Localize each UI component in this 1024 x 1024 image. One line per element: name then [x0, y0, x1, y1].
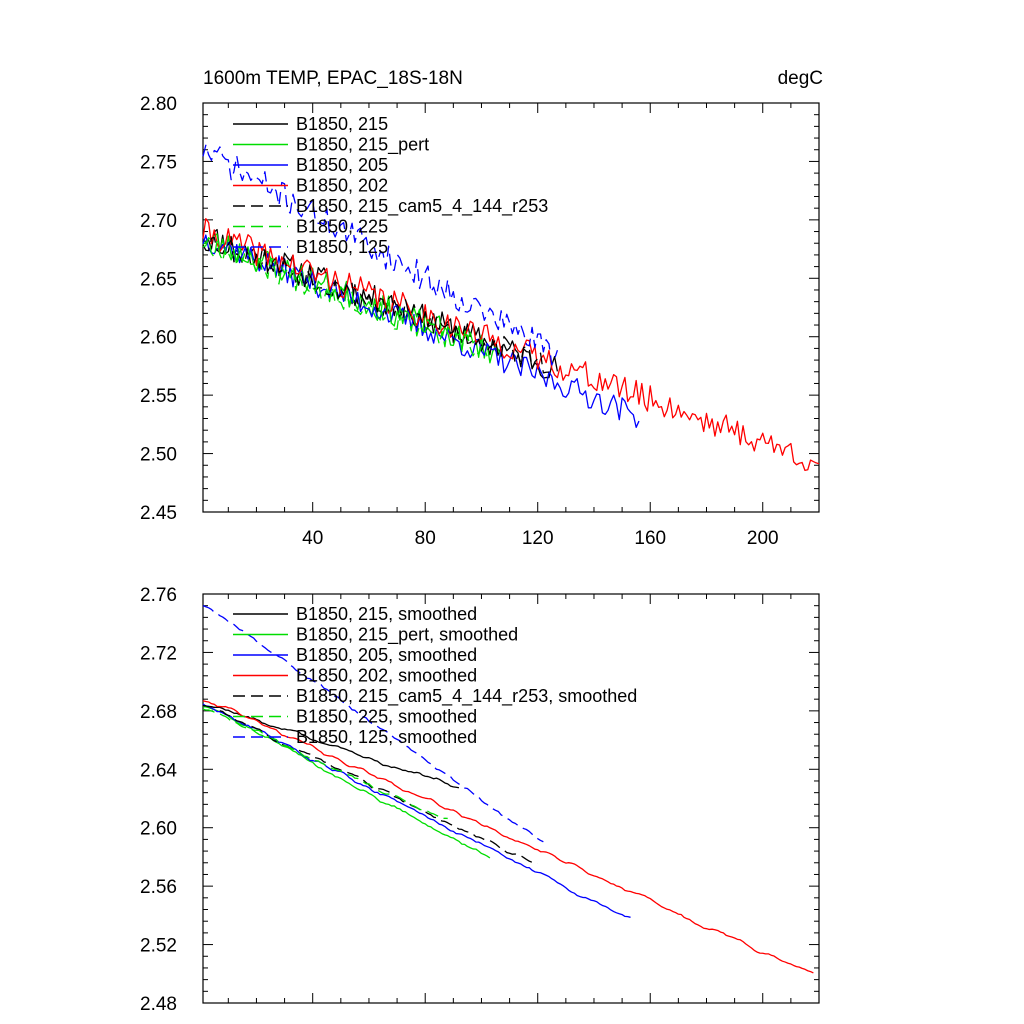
- legend-label: B1850, 215_cam5_4_144_r253: [296, 196, 548, 217]
- legend-label: B1850, 202, smoothed: [296, 666, 477, 686]
- x-tick-label: 80: [415, 528, 436, 549]
- legend-label: B1850, 202: [296, 176, 388, 196]
- top-panel: 1600m TEMP, EPAC_18S-18N degC 40 80 120 160…: [140, 68, 823, 549]
- y-tick-label: 2.60: [140, 819, 177, 840]
- top-chart-units: degC: [778, 68, 823, 89]
- bottom-y-axis: 2.48 2.52 2.56 2.60 2.64 2.68 2.72 2.76: [140, 585, 819, 1015]
- bottom-x-axis: [227, 594, 820, 1003]
- y-tick-label: 2.80: [140, 94, 177, 115]
- y-tick-label: 2.55: [140, 386, 177, 407]
- x-tick-label: 40: [302, 528, 323, 549]
- bottom-panel: 2.48 2.52 2.56 2.60 2.64 2.68 2.72 2.76 B1850, …: [140, 585, 820, 1015]
- y-tick-label: 2.72: [140, 643, 177, 664]
- series-line: [202, 708, 448, 820]
- legend-label: B1850, 225: [296, 217, 388, 237]
- legend-label: B1850, 215_pert: [296, 135, 429, 156]
- legend-label: B1850, 225, smoothed: [296, 707, 477, 727]
- x-tick-label: 160: [634, 528, 666, 549]
- legend-label: B1850, 205, smoothed: [296, 645, 477, 665]
- series-line: [202, 237, 488, 357]
- series-line: [202, 700, 814, 974]
- legend-label: B1850, 125: [296, 237, 388, 257]
- y-tick-label: 2.68: [140, 702, 177, 723]
- y-tick-label: 2.48: [140, 994, 177, 1015]
- y-tick-label: 2.52: [140, 936, 177, 957]
- legend-label: B1850, 205: [296, 155, 388, 175]
- series-line: [202, 144, 559, 366]
- y-tick-label: 2.76: [140, 585, 177, 606]
- legend-label: B1850, 125, smoothed: [296, 727, 477, 747]
- series-line: [202, 605, 544, 843]
- x-tick-label: 120: [522, 528, 554, 549]
- y-tick-label: 2.65: [140, 269, 177, 290]
- legend-label: B1850, 215_pert, smoothed: [296, 625, 518, 646]
- y-tick-label: 2.75: [140, 152, 177, 173]
- y-tick-label: 2.50: [140, 445, 177, 466]
- series-line: [202, 706, 491, 859]
- legend-label: B1850, 215: [296, 114, 388, 134]
- x-tick-label: 200: [747, 528, 779, 549]
- top-plot-frame: [202, 102, 820, 513]
- y-tick-label: 2.45: [140, 503, 177, 524]
- top-y-axis: 2.45 2.50 2.55 2.60 2.65 2.70 2.75 2.80: [140, 94, 819, 524]
- series-line: [202, 218, 820, 471]
- bottom-series-group: [202, 605, 814, 974]
- y-tick-label: 2.70: [140, 211, 177, 232]
- series-line: [202, 233, 502, 364]
- top-x-axis: 40 80 120 160 200: [227, 103, 820, 549]
- legend-label: B1850, 215, smoothed: [296, 604, 477, 624]
- y-tick-label: 2.56: [140, 877, 177, 898]
- series-line: [202, 705, 538, 865]
- y-tick-label: 2.64: [140, 760, 177, 781]
- top-series-group: [202, 144, 820, 471]
- legend-label: B1850, 215_cam5_4_144_r253, smoothed: [296, 686, 637, 707]
- bottom-plot-frame: [202, 593, 820, 1004]
- y-tick-label: 2.60: [140, 328, 177, 349]
- top-chart-title: 1600m TEMP, EPAC_18S-18N: [203, 68, 463, 89]
